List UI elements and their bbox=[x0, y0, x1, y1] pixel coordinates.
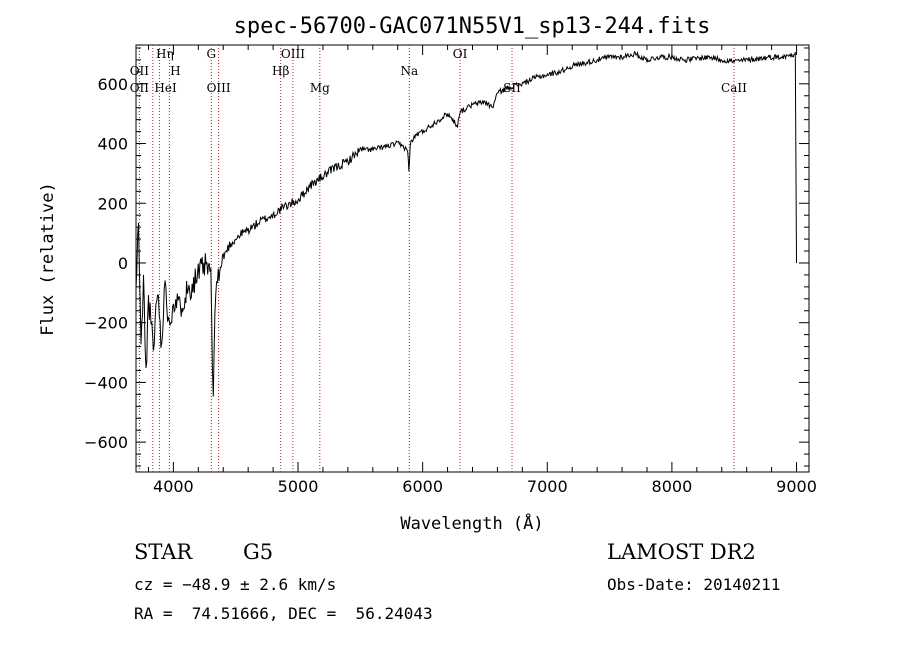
x-tick-label: 4000 bbox=[153, 477, 194, 496]
chart-title: spec-56700-GAC071N55V1_sp13-244.fits bbox=[234, 14, 711, 39]
line-labels-group: Hη OII OII HeI H G OIII Hβ OIII Mg Na OI SII CaII bbox=[130, 47, 747, 95]
x-tick-label: 9000 bbox=[776, 477, 817, 496]
line-label: OI bbox=[453, 47, 468, 61]
survey-name: LAMOST DR2 bbox=[607, 540, 756, 564]
line-label: Na bbox=[400, 64, 418, 78]
y-tick-label: −200 bbox=[84, 314, 128, 333]
y-tick-label: −600 bbox=[84, 433, 128, 452]
line-label: H bbox=[170, 64, 180, 78]
y-tick-label: 600 bbox=[97, 75, 128, 94]
x-tick-label: 8000 bbox=[652, 477, 693, 496]
y-tick-label: 400 bbox=[97, 135, 128, 154]
line-label: CaII bbox=[721, 81, 747, 95]
line-label: OII bbox=[130, 81, 150, 95]
line-label: OIII bbox=[207, 81, 231, 95]
flux-series-line bbox=[135, 50, 797, 397]
x-axis-label: Wavelength (Å) bbox=[400, 512, 543, 534]
y-tick-label: 200 bbox=[97, 194, 128, 213]
x-tick-label: 5000 bbox=[278, 477, 319, 496]
y-tick-label: 0 bbox=[118, 254, 128, 273]
x-tick-label: 6000 bbox=[402, 477, 443, 496]
plot-frame bbox=[135, 44, 810, 473]
line-label: OII bbox=[130, 64, 150, 78]
y-tick-label: −400 bbox=[84, 373, 128, 392]
axes-group: 4000 5000 6000 7000 8000 9000 −600 −400 −200 0 200… bbox=[84, 44, 817, 496]
series-group bbox=[135, 50, 797, 397]
observation-date: Obs-Date: 20140211 bbox=[607, 575, 781, 594]
x-tick-label: 7000 bbox=[527, 477, 568, 496]
line-label: OIII bbox=[281, 47, 305, 61]
object-class: STAR bbox=[134, 540, 193, 564]
line-label: Hβ bbox=[272, 64, 289, 78]
line-label: Hη bbox=[156, 47, 174, 61]
line-label: Mg bbox=[310, 81, 330, 95]
line-label: HeI bbox=[154, 81, 177, 95]
ra-dec-coordinates: RA = 74.51666, DEC = 56.24043 bbox=[134, 604, 433, 623]
object-subclass: G5 bbox=[243, 540, 274, 564]
line-label: SII bbox=[503, 81, 521, 95]
redshift-velocity: cz = −48.9 ± 2.6 km/s bbox=[134, 575, 337, 594]
line-markers-group bbox=[138, 45, 735, 472]
line-label: G bbox=[206, 47, 216, 61]
y-axis-label: Flux (relative) bbox=[38, 182, 58, 336]
